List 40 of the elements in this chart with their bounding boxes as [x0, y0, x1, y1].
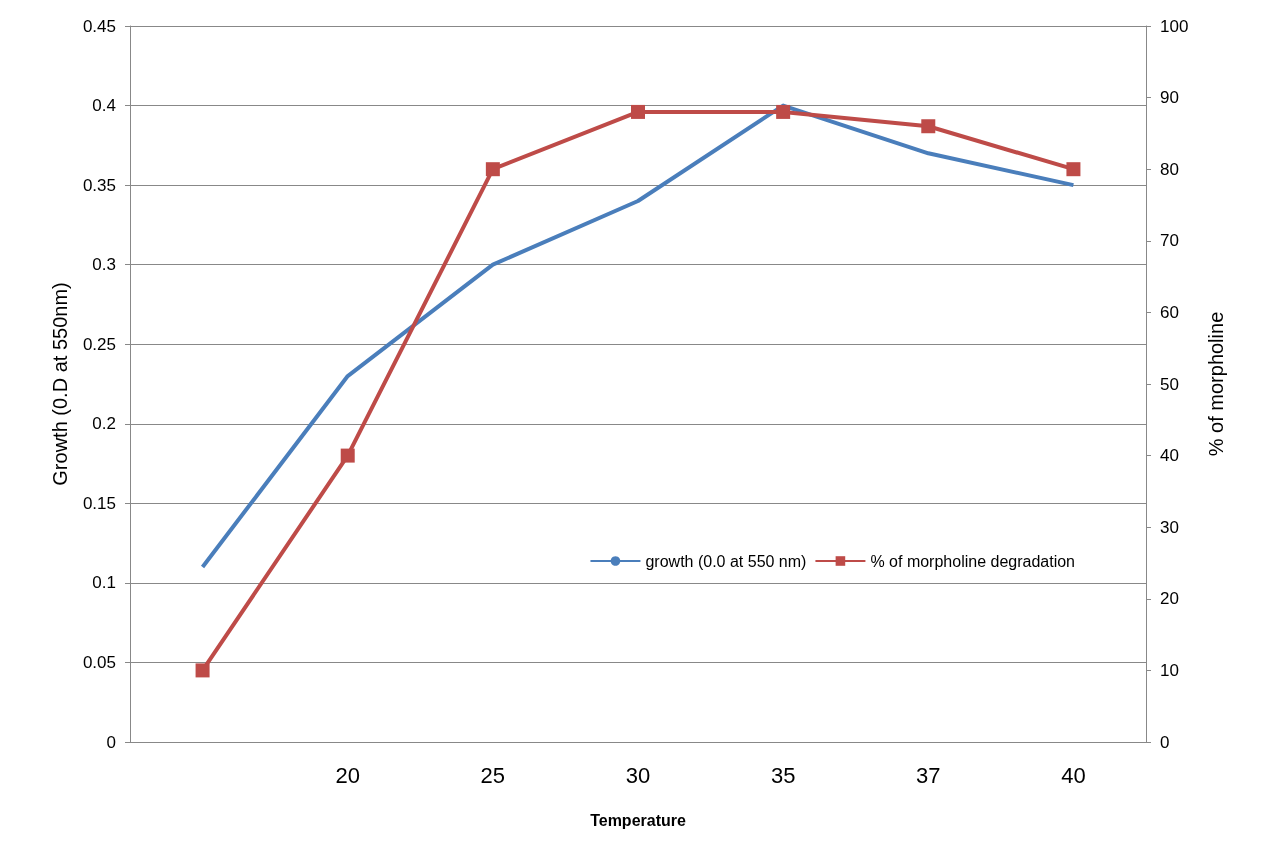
y-tick-label: 0 [106, 732, 116, 752]
y-tick-label: 0.4 [92, 96, 116, 116]
x-tick-label: 20 [335, 762, 360, 788]
x-tick-label: 35 [770, 762, 796, 788]
point [340, 448, 355, 463]
legend-label: % of morpholine degradation [870, 552, 1075, 570]
point [195, 663, 210, 678]
y-tick-label: 0.25 [82, 334, 116, 354]
y2-tick-label: 0 [1160, 732, 1170, 752]
y2-tick-label: 60 [1160, 302, 1179, 322]
point [1066, 162, 1081, 177]
x-axis-title: Temperature [590, 811, 686, 829]
y2-tick-label: 20 [1160, 589, 1179, 609]
y2-tick-label: 90 [1160, 88, 1179, 108]
y-tick-label: 0.1 [92, 573, 116, 593]
y2-tick-label: 10 [1160, 660, 1179, 680]
legend-label: growth (0.0 at 550 nm) [645, 552, 807, 570]
x-tick-label: 37 [916, 762, 941, 788]
y2-tick-label: 80 [1160, 159, 1179, 179]
y-tick-label: 0.45 [82, 16, 116, 36]
y2-tick-label: 30 [1160, 517, 1179, 537]
y-tick-label: 0.2 [92, 414, 116, 434]
y-tick-label: 0.3 [92, 255, 116, 275]
y-tick-label: 0.05 [82, 652, 116, 672]
point [631, 104, 645, 119]
y-axis-title: Growth (0.D at 550nm) [49, 282, 71, 486]
y2-tick-label: 70 [1160, 231, 1179, 251]
x-tick-label: 40 [1061, 762, 1086, 788]
y2-tick-label: 100 [1160, 16, 1189, 36]
point [921, 119, 936, 134]
y-tick-label: 0.15 [82, 493, 116, 513]
y2-tick-label: 40 [1160, 446, 1179, 466]
y2-axis-title: % of morpholine [1205, 311, 1227, 457]
point [776, 104, 791, 119]
point [485, 162, 500, 177]
y2-tick-label: 50 [1160, 374, 1179, 394]
line-series [200, 103, 1076, 569]
x-tick-label: 25 [480, 762, 506, 788]
y-tick-label: 0.35 [82, 175, 116, 195]
x-tick-label: 30 [625, 762, 651, 788]
